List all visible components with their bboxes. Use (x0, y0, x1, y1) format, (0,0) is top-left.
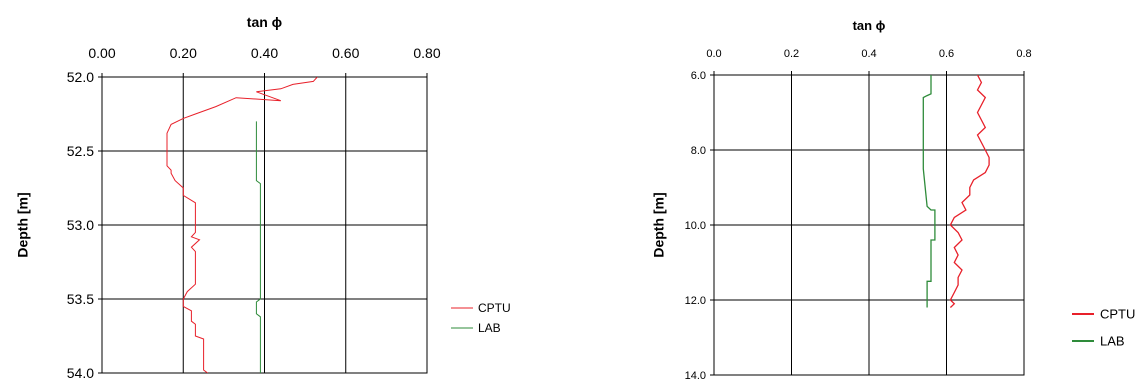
series-line-lab (922, 75, 936, 308)
y-tick-label: 52.5 (67, 143, 94, 159)
y-tick-label: 53.0 (67, 217, 94, 233)
right-chart: 0.0 0.2 0.4 0.6 0.8 6.0 8.0 10.0 12.0 14.0 tan ϕ De… (651, 18, 1136, 382)
legend-label-cptu: CPTU (478, 301, 511, 315)
x-tick-label: 0.40 (251, 45, 278, 61)
left-chart: 0.00 0.20 0.40 0.60 0.80 52.0 52.5 53.0 53.5 54.0… (15, 14, 511, 381)
x-tick-label: 0.2 (784, 48, 799, 60)
y-tick-label: 12.0 (685, 295, 706, 307)
x-tick-label: 0.8 (1016, 48, 1031, 60)
series-line-lab (255, 121, 261, 373)
legend-label-cptu: CPTU (1100, 307, 1135, 322)
axis-title: tan ϕ (247, 14, 282, 30)
legend-label-lab: LAB (478, 321, 501, 335)
y-tick-label: 14.0 (685, 370, 706, 382)
y-tick-label: 53.5 (67, 291, 94, 307)
series-line-cptu (949, 75, 990, 308)
y-tick-label: 52.0 (67, 69, 94, 85)
legend-label-lab: LAB (1100, 334, 1125, 349)
x-tick-label: 0.00 (88, 45, 115, 61)
y-tick-label: 10.0 (685, 220, 706, 232)
x-tick-label: 0.0 (706, 48, 721, 60)
y-tick-label: 6.0 (691, 70, 706, 82)
x-tick-label: 0.6 (939, 48, 954, 60)
y-tick-label: 54.0 (67, 365, 94, 381)
x-tick-label: 0.20 (170, 45, 197, 61)
series-line-cptu (166, 77, 318, 373)
y-tick-label: 8.0 (691, 145, 706, 157)
y-axis-label: Depth [m] (651, 192, 667, 257)
x-tick-label: 0.80 (413, 45, 440, 61)
x-tick-label: 0.60 (332, 45, 359, 61)
y-axis-label: Depth [m] (15, 192, 31, 257)
axis-title: tan ϕ (853, 18, 886, 33)
x-tick-label: 0.4 (861, 48, 876, 60)
